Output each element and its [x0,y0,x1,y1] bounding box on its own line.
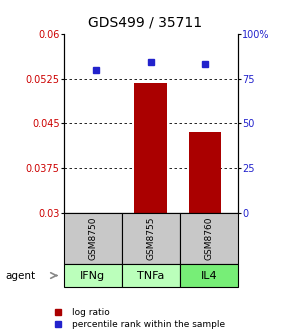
Text: percentile rank within the sample: percentile rank within the sample [72,320,226,329]
Text: GSM8750: GSM8750 [88,217,97,260]
Bar [189,132,222,213]
Text: GSM8755: GSM8755 [146,217,155,260]
Text: GSM8760: GSM8760 [204,217,213,260]
Text: IL4: IL4 [200,270,217,281]
Text: log ratio: log ratio [72,308,110,317]
Text: TNFa: TNFa [137,270,164,281]
Bar [135,83,167,213]
Text: agent: agent [6,270,36,281]
Text: IFNg: IFNg [80,270,105,281]
Text: GDS499 / 35711: GDS499 / 35711 [88,15,202,29]
